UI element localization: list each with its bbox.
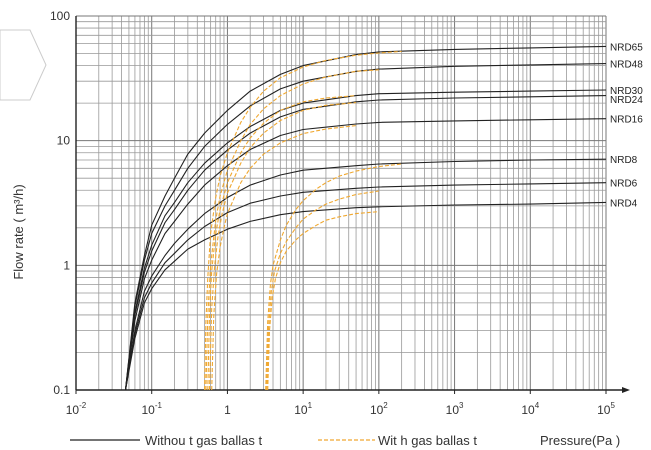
x-tick-label: 101 [294, 401, 312, 417]
with-gas-ballast-line [207, 95, 357, 391]
with-gas-ballast-line [208, 102, 357, 391]
legend: Withou t gas ballas t Wit h gas ballas t… [70, 433, 620, 448]
series-line-nrd48 [124, 63, 607, 391]
series-line-nrd8 [124, 158, 607, 391]
axes [75, 16, 630, 394]
series-line-nrd6 [124, 182, 607, 391]
with-gas-ballast-line [211, 125, 357, 391]
with-gas-ballast-line [266, 190, 379, 391]
series-label-nrd65: NRD65 [610, 42, 643, 53]
x-tick-label: 1 [224, 403, 231, 417]
series-line-nrd30 [124, 89, 607, 391]
series-label-nrd6: NRD6 [610, 179, 638, 190]
series-line-nrd4 [124, 201, 607, 391]
x-axis-label: Pressure(Pa ) [540, 433, 620, 448]
series-line-nrd16 [124, 118, 607, 391]
series-label-nrd30: NRD30 [610, 86, 643, 97]
x-tick-labels: 10-2 10-1 1 101 102 103 104 105 [66, 401, 616, 417]
x-tick-label: 103 [446, 401, 464, 417]
legend-solid-label: Withou t gas ballas t [145, 433, 262, 448]
side-tab-shape [0, 29, 47, 101]
y-tick-label: 0.1 [53, 383, 70, 397]
series-line-nrd65 [124, 45, 607, 391]
x-tick-label: 10-1 [141, 401, 162, 417]
series-label-nrd24: NRD24 [610, 95, 643, 106]
y-axis-label: Flow rate ( m³/h) [11, 184, 26, 279]
y-tick-label: 100 [50, 9, 70, 23]
legend-dashed-label: Wit h gas ballas t [378, 433, 477, 448]
series-label-nrd8: NRD8 [610, 155, 638, 166]
x-tick-label: 105 [597, 401, 615, 417]
y-tick-labels: 0.1 1 10 100 [50, 9, 70, 397]
x-tick-label: 104 [521, 401, 539, 417]
series-label-nrd16: NRD16 [610, 115, 643, 126]
y-tick-label: 1 [63, 258, 70, 272]
series-lines [124, 45, 607, 391]
series-label-nrd4: NRD4 [610, 198, 638, 209]
y-tick-label: 10 [57, 134, 71, 148]
series-label-nrd48: NRD48 [610, 60, 643, 71]
with-gas-ballast-line [205, 69, 379, 391]
x-tick-label: 102 [370, 401, 388, 417]
grid [75, 15, 607, 391]
x-axis-arrow [622, 387, 630, 393]
with-gas-ballast-line [204, 50, 402, 391]
series-line-nrd24 [124, 95, 607, 391]
x-tick-label: 10-2 [66, 401, 87, 417]
with-gas-ballast-line [267, 211, 379, 391]
with-gas-ballast-line [265, 163, 402, 391]
